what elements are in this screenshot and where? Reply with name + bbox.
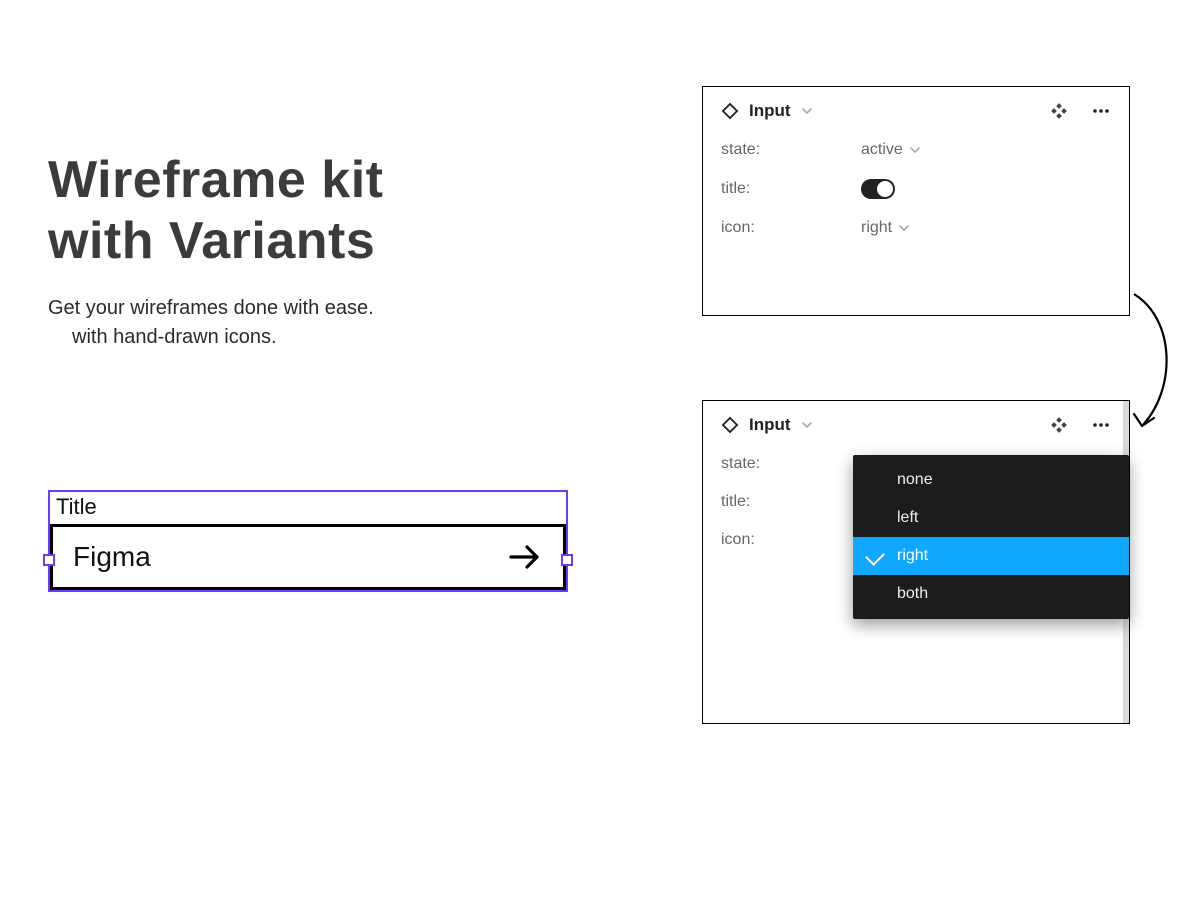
icon-dropdown[interactable]: none left right both <box>853 455 1129 619</box>
resize-handle-left[interactable] <box>43 554 55 566</box>
prop-title-label: title: <box>721 180 861 198</box>
prop-title-label: title: <box>721 493 861 511</box>
component-name: Input <box>749 415 791 435</box>
dropdown-option-left[interactable]: left <box>853 499 1129 537</box>
more-icon[interactable] <box>1091 103 1111 119</box>
prop-state-value: active <box>861 141 903 159</box>
input-component-demo[interactable]: Title Figma <box>48 490 568 592</box>
prop-title[interactable]: title: <box>703 169 1129 209</box>
subhead-1: Get your wireframes done with ease. <box>48 297 588 320</box>
variants-icon[interactable] <box>1051 103 1067 119</box>
prop-icon[interactable]: icon: right <box>703 209 1129 247</box>
prop-state-label: state: <box>721 141 861 159</box>
panel-header: Input <box>703 401 1129 445</box>
variant-panel-collapsed: Input state: active title: <box>702 86 1130 316</box>
chevron-down-icon[interactable] <box>801 105 813 117</box>
prop-icon-label: icon: <box>721 531 861 549</box>
more-icon[interactable] <box>1091 417 1111 433</box>
input-value: Figma <box>73 541 151 573</box>
headline-line2: with Variants <box>48 212 375 270</box>
input-title-label: Title <box>50 492 566 524</box>
arrow-right-icon <box>507 543 543 571</box>
dropdown-option-both[interactable]: both <box>853 575 1129 613</box>
prop-icon-label: icon: <box>721 219 861 237</box>
toggle-on-icon[interactable] <box>861 179 895 199</box>
headline: Wireframe kit with Variants <box>48 150 588 273</box>
input-field[interactable]: Figma <box>50 524 566 590</box>
chevron-down-icon <box>909 144 921 156</box>
variant-panel-open: Input state: title: icon: none left <box>702 400 1130 724</box>
prop-state[interactable]: state: active <box>703 131 1129 169</box>
panel-header: Input <box>703 87 1129 131</box>
headline-line1: Wireframe kit <box>48 151 384 209</box>
selection-outline: Title Figma <box>48 490 568 592</box>
variants-icon[interactable] <box>1051 417 1067 433</box>
hero: Wireframe kit with Variants Get your wir… <box>48 150 588 349</box>
subhead-2: with hand-drawn icons. <box>72 326 588 349</box>
component-icon <box>721 102 739 120</box>
prop-icon-value: right <box>861 219 892 237</box>
chevron-down-icon[interactable] <box>801 419 813 431</box>
chevron-down-icon <box>898 222 910 234</box>
resize-handle-right[interactable] <box>561 554 573 566</box>
dropdown-option-none[interactable]: none <box>853 461 1129 499</box>
flow-arrow-icon <box>1124 290 1184 440</box>
dropdown-option-right[interactable]: right <box>853 537 1129 575</box>
component-icon <box>721 416 739 434</box>
prop-state-label: state: <box>721 455 861 473</box>
component-name: Input <box>749 101 791 121</box>
